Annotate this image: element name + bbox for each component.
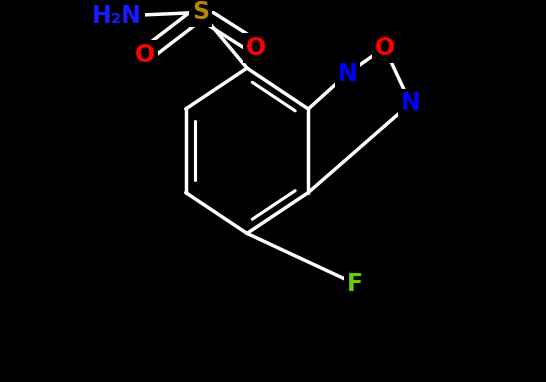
Text: H₂N: H₂N bbox=[92, 4, 142, 28]
Text: O: O bbox=[246, 36, 266, 60]
Text: S: S bbox=[192, 0, 209, 24]
Text: N: N bbox=[401, 91, 420, 115]
Text: N: N bbox=[337, 62, 357, 86]
Text: O: O bbox=[135, 43, 155, 67]
Text: F: F bbox=[347, 272, 363, 296]
Text: O: O bbox=[375, 36, 395, 60]
